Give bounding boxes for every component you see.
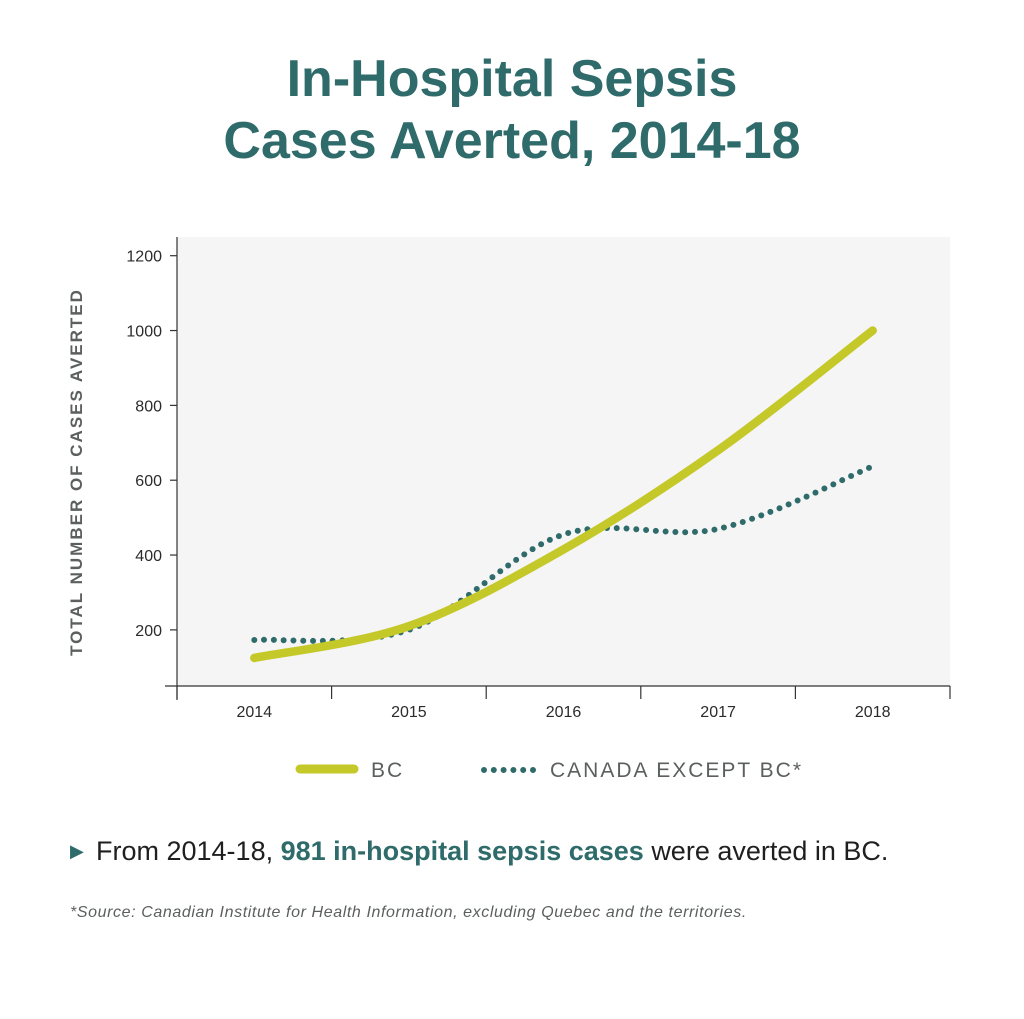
y-tick-label: 200 (135, 623, 162, 640)
y-axis-label: TOTAL NUMBER OF CASES AVERTED (67, 288, 86, 656)
right-triangle-icon: ▶ (70, 841, 84, 861)
legend-label-bc: BC (371, 759, 404, 782)
summary-note: ▶ From 2014-18, 981 in-hospital sepsis ca… (70, 836, 888, 867)
series-group (250, 326, 877, 663)
y-tick-label: 600 (135, 473, 162, 490)
y-tick-label: 1000 (126, 324, 162, 341)
y-tick-label: 800 (135, 398, 162, 415)
chart-title: In-Hospital Sepsis Cases Averted, 2014-1… (0, 48, 1024, 172)
y-tick-label: 400 (135, 548, 162, 565)
plot-area (177, 237, 950, 686)
x-tick-label: 2014 (237, 704, 273, 721)
x-tick-label: 2015 (391, 704, 427, 721)
note-suffix: were averted in BC. (651, 836, 889, 866)
note-highlight: 981 in-hospital sepsis cases (280, 836, 644, 866)
x-tick-label: 2016 (546, 704, 582, 721)
chart-title-line-2: Cases Averted, 2014-18 (223, 112, 801, 170)
x-axis-ticks: 2014 2015 2016 2017 2018 (176, 686, 951, 721)
note-prefix: From 2014-18, (96, 836, 274, 866)
x-tick-label: 2018 (855, 704, 891, 721)
legend-label-canada: CANADA EXCEPT BC* (550, 759, 803, 782)
series-line-canada-except-bc (251, 463, 876, 644)
legend: BC CANADA EXCEPT BC* (295, 759, 803, 782)
source-note: *Source: Canadian Institute for Health I… (70, 904, 747, 921)
y-axis-ticks: 200 400 600 800 1000 1200 (126, 249, 177, 640)
x-tick-label: 2017 (700, 704, 736, 721)
y-tick-label: 1200 (126, 249, 162, 266)
chart-title-line-1: In-Hospital Sepsis (286, 50, 738, 108)
series-line-bc (250, 326, 877, 663)
